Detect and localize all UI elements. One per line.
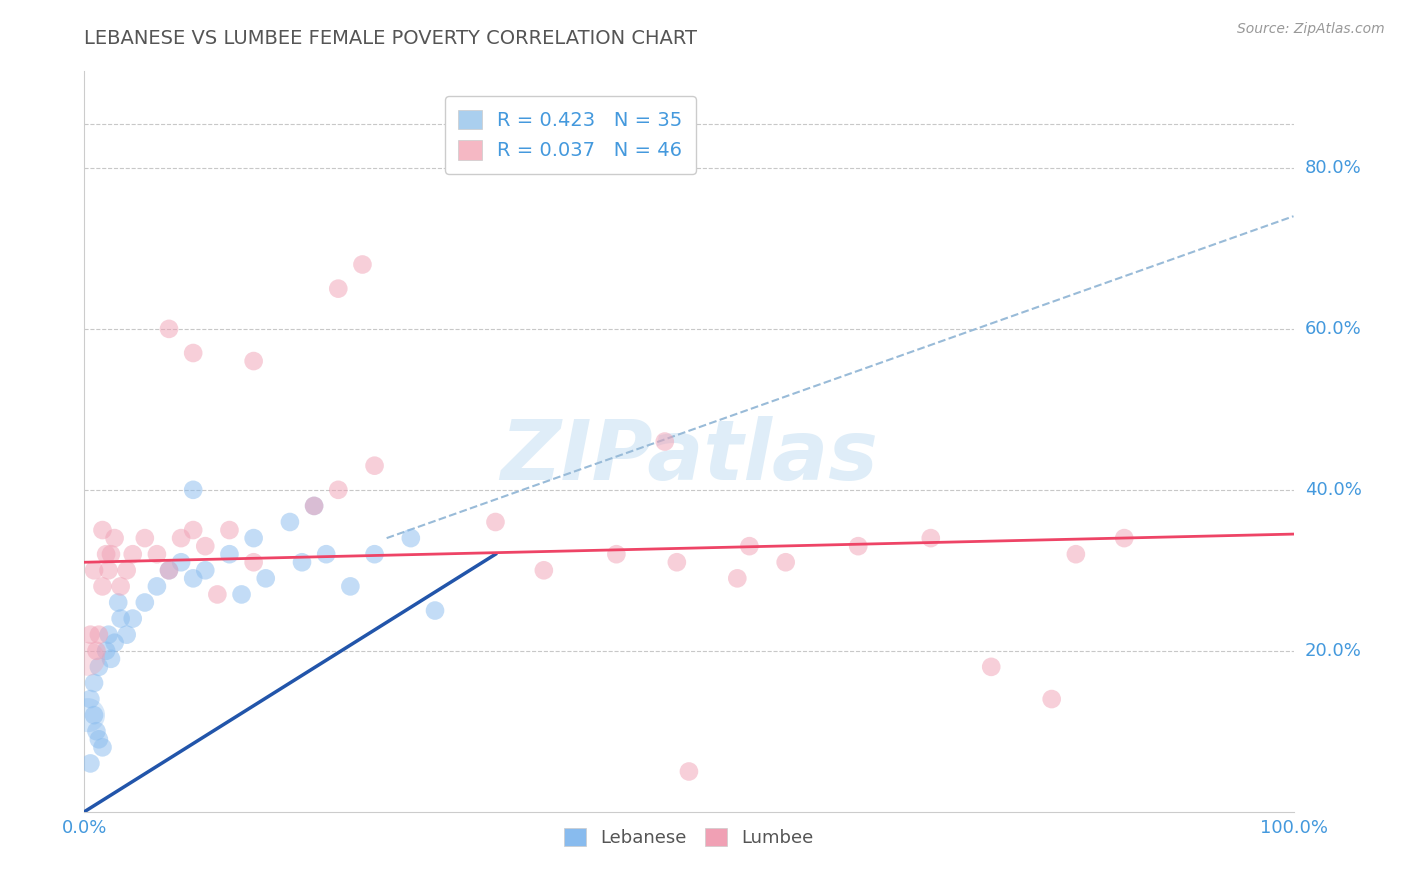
Point (77, 652, 100, 666)
Point (218, 523, 240, 537)
Point (328, 282, 350, 296)
Point (242, 555, 264, 569)
Point (302, 499, 325, 513)
Point (678, 764, 700, 779)
Point (170, 531, 193, 545)
Point (134, 531, 156, 545)
Point (302, 499, 325, 513)
Point (97, 563, 120, 577)
Point (121, 547, 143, 561)
Point (194, 563, 217, 577)
Text: 80.0%: 80.0% (1305, 159, 1361, 177)
Point (94, 644, 117, 658)
Text: ZIPatlas: ZIPatlas (501, 416, 877, 497)
Point (363, 458, 385, 473)
Point (134, 595, 156, 609)
Point (920, 531, 942, 545)
Point (242, 531, 264, 545)
Point (605, 547, 627, 561)
Point (87, 628, 110, 642)
Point (104, 636, 127, 650)
Point (100, 652, 122, 666)
Point (91, 523, 114, 537)
Point (654, 434, 676, 449)
Point (83, 676, 105, 690)
Point (87, 732, 110, 747)
Point (846, 539, 869, 553)
Point (157, 563, 180, 577)
Point (339, 579, 361, 593)
Point (278, 515, 301, 529)
Point (87, 660, 110, 674)
Point (157, 322, 180, 336)
Point (170, 555, 193, 569)
Point (399, 531, 422, 545)
Point (94, 547, 117, 561)
Point (363, 547, 385, 561)
Point (231, 587, 253, 601)
Point (115, 628, 138, 642)
Point (1064, 547, 1087, 561)
Point (484, 515, 506, 529)
Point (91, 579, 114, 593)
Point (423, 603, 446, 617)
Text: 60.0%: 60.0% (1305, 320, 1361, 338)
Point (218, 547, 240, 561)
Text: 20.0%: 20.0% (1305, 641, 1361, 660)
Point (181, 571, 204, 585)
Point (725, 571, 748, 585)
Point (107, 595, 129, 609)
Point (146, 547, 169, 561)
Point (97, 628, 120, 642)
Text: Source: ZipAtlas.com: Source: ZipAtlas.com (1237, 22, 1385, 37)
Point (194, 539, 217, 553)
Point (115, 563, 138, 577)
Point (83, 708, 105, 723)
Point (104, 531, 127, 545)
Point (77, 708, 100, 723)
Point (79, 628, 101, 642)
Point (775, 555, 797, 569)
Point (328, 483, 350, 497)
Point (1114, 531, 1136, 545)
Point (79, 756, 101, 771)
Point (207, 587, 229, 601)
Point (980, 660, 1002, 674)
Point (291, 555, 314, 569)
Point (738, 539, 761, 553)
Point (315, 547, 337, 561)
Point (181, 346, 204, 360)
Text: LEBANESE VS LUMBEE FEMALE POVERTY CORRELATION CHART: LEBANESE VS LUMBEE FEMALE POVERTY CORREL… (84, 29, 697, 47)
Point (86, 724, 108, 739)
Point (110, 579, 132, 593)
Point (79, 692, 101, 706)
Point (100, 547, 122, 561)
Point (181, 523, 204, 537)
Point (121, 611, 143, 625)
Point (86, 644, 108, 658)
Point (157, 563, 180, 577)
Point (352, 258, 374, 272)
Point (110, 611, 132, 625)
Point (254, 571, 277, 585)
Legend: Lebanese, Lumbee: Lebanese, Lumbee (557, 821, 821, 855)
Point (665, 555, 688, 569)
Point (181, 483, 204, 497)
Text: 40.0%: 40.0% (1305, 481, 1361, 499)
Point (146, 579, 169, 593)
Point (91, 740, 114, 755)
Point (533, 563, 555, 577)
Point (1040, 692, 1063, 706)
Point (83, 563, 105, 577)
Point (242, 354, 264, 368)
